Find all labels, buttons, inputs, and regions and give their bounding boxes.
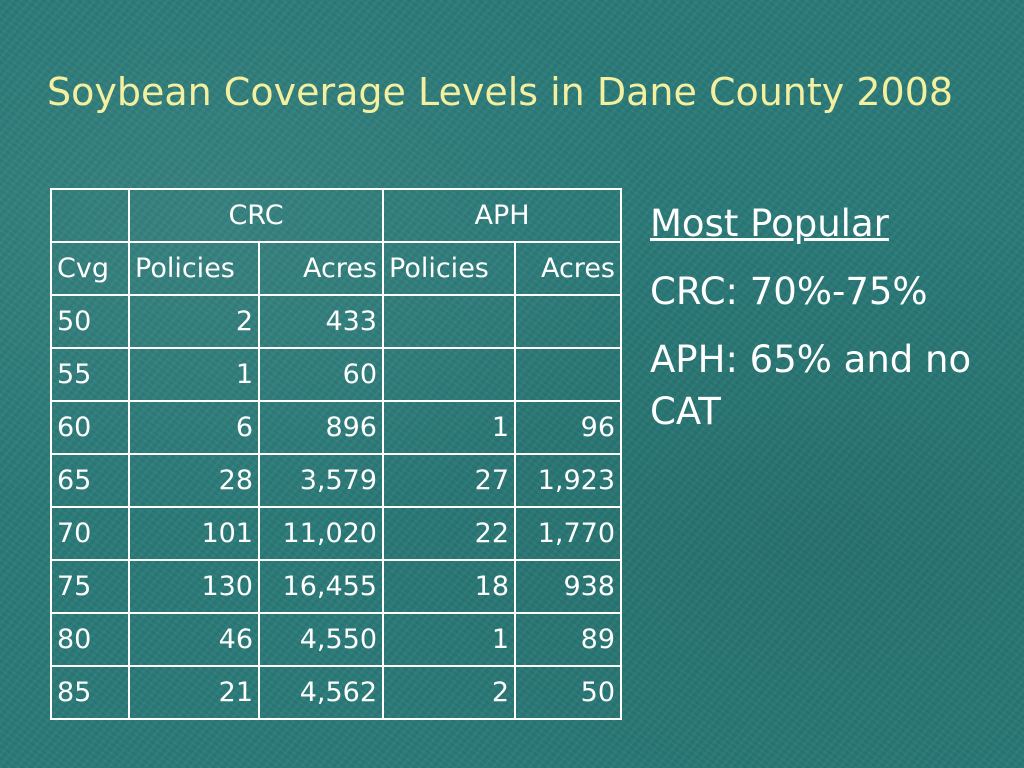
cell-crc-acres: 4,550 bbox=[258, 612, 384, 667]
cell-cvg: 55 bbox=[50, 347, 130, 402]
cell-crc-policies: 1 bbox=[128, 347, 260, 402]
notes-aph-line: APH: 65% and no CAT bbox=[650, 338, 972, 433]
cell-crc-policies: 46 bbox=[128, 612, 260, 667]
cell-aph-policies: 2 bbox=[382, 665, 516, 720]
cell-crc-acres: 11,020 bbox=[258, 506, 384, 561]
cell-crc-policies: 2 bbox=[128, 294, 260, 349]
cell-crc-acres: 896 bbox=[258, 400, 384, 455]
cell-crc-policies: 21 bbox=[128, 665, 260, 720]
notes-heading: Most Popular bbox=[650, 202, 889, 245]
column-header-aph-policies: Policies bbox=[382, 241, 516, 296]
cell-aph-policies: 27 bbox=[382, 453, 516, 508]
group-header-empty bbox=[50, 188, 130, 243]
cell-aph-acres bbox=[514, 294, 622, 349]
column-header-aph-acres: Acres bbox=[514, 241, 622, 296]
cell-crc-policies: 6 bbox=[128, 400, 260, 455]
column-header-crc-acres: Acres bbox=[258, 241, 384, 296]
group-header-row: CRC APH bbox=[50, 188, 622, 243]
column-header-crc-policies: Policies bbox=[128, 241, 260, 296]
cell-aph-policies: 18 bbox=[382, 559, 516, 614]
cell-crc-policies: 28 bbox=[128, 453, 260, 508]
cell-aph-policies bbox=[382, 347, 516, 402]
cell-aph-acres: 96 bbox=[514, 400, 622, 455]
notes-crc-line: CRC: 70%-75% bbox=[650, 270, 928, 313]
cell-crc-acres: 4,562 bbox=[258, 665, 384, 720]
table-row: 80 46 4,550 1 89 bbox=[50, 612, 622, 667]
group-header-aph: APH bbox=[382, 188, 622, 243]
cell-cvg: 65 bbox=[50, 453, 130, 508]
notes-panel: Most Popular CRC: 70%-75% APH: 65% and n… bbox=[650, 198, 990, 454]
cell-aph-policies: 1 bbox=[382, 400, 516, 455]
cell-crc-policies: 130 bbox=[128, 559, 260, 614]
cell-crc-policies: 101 bbox=[128, 506, 260, 561]
column-header-row: Cvg Policies Acres Policies Acres bbox=[50, 241, 622, 296]
table-row: 60 6 896 1 96 bbox=[50, 400, 622, 455]
coverage-table: CRC APH Cvg Policies Acres Policies Acre… bbox=[50, 188, 622, 720]
table-row: 75 130 16,455 18 938 bbox=[50, 559, 622, 614]
table-row: 85 21 4,562 2 50 bbox=[50, 665, 622, 720]
cell-cvg: 50 bbox=[50, 294, 130, 349]
cell-cvg: 80 bbox=[50, 612, 130, 667]
cell-crc-acres: 3,579 bbox=[258, 453, 384, 508]
cell-aph-policies: 1 bbox=[382, 612, 516, 667]
cell-aph-acres: 50 bbox=[514, 665, 622, 720]
cell-aph-policies bbox=[382, 294, 516, 349]
cell-cvg: 75 bbox=[50, 559, 130, 614]
slide-title: Soybean Coverage Levels in Dane County 2… bbox=[47, 70, 954, 114]
cell-aph-acres: 89 bbox=[514, 612, 622, 667]
cell-aph-acres: 1,770 bbox=[514, 506, 622, 561]
cell-cvg: 70 bbox=[50, 506, 130, 561]
cell-aph-policies: 22 bbox=[382, 506, 516, 561]
cell-crc-acres: 433 bbox=[258, 294, 384, 349]
group-header-crc: CRC bbox=[128, 188, 384, 243]
table-row: 65 28 3,579 27 1,923 bbox=[50, 453, 622, 508]
cell-crc-acres: 60 bbox=[258, 347, 384, 402]
column-header-cvg: Cvg bbox=[50, 241, 130, 296]
cell-crc-acres: 16,455 bbox=[258, 559, 384, 614]
cell-cvg: 85 bbox=[50, 665, 130, 720]
table-row: 50 2 433 bbox=[50, 294, 622, 349]
cell-aph-acres: 1,923 bbox=[514, 453, 622, 508]
cell-aph-acres bbox=[514, 347, 622, 402]
cell-aph-acres: 938 bbox=[514, 559, 622, 614]
table-row: 70 101 11,020 22 1,770 bbox=[50, 506, 622, 561]
cell-cvg: 60 bbox=[50, 400, 130, 455]
table-row: 55 1 60 bbox=[50, 347, 622, 402]
